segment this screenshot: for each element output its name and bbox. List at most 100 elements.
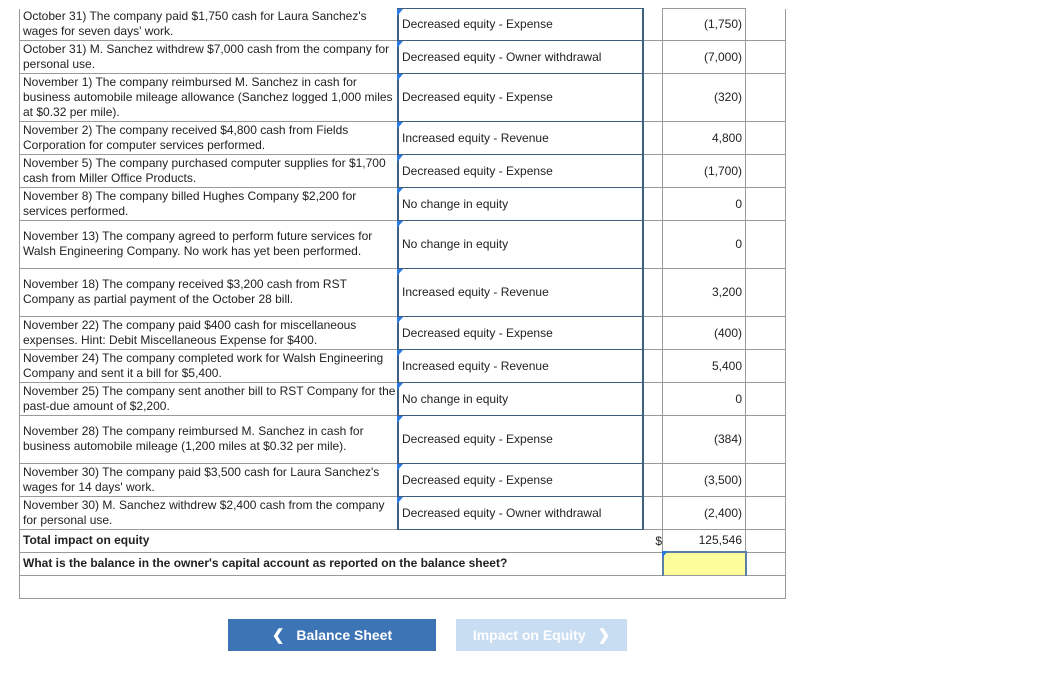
total-tail (745, 529, 786, 553)
row-tail (745, 220, 786, 269)
transaction-description: November 22) The company paid $400 cash … (19, 316, 398, 350)
total-blank (398, 529, 643, 553)
currency-cell (643, 268, 663, 317)
currency-cell (643, 220, 663, 269)
transaction-description: November 25) The company sent another bi… (19, 382, 398, 416)
amount-input[interactable]: (384) (662, 414, 746, 464)
equity-classification-select[interactable]: No change in equity (397, 219, 644, 269)
transaction-description: November 18) The company received $3,200… (19, 268, 398, 317)
row-tail (745, 268, 786, 317)
currency-cell (643, 121, 663, 155)
equity-classification-select[interactable]: Decreased equity - Owner withdrawal (397, 39, 644, 74)
currency-cell (643, 8, 663, 41)
chevron-right-icon: ❯ (597, 627, 611, 644)
currency-cell (643, 463, 663, 497)
impact-on-equity-label: Impact on Equity (472, 627, 586, 643)
currency-cell (643, 382, 663, 416)
table-row: November 28) The company reimbursed M. S… (19, 414, 786, 464)
total-row: Total impact on equity $ 125,546 (19, 528, 786, 553)
equity-classification-select[interactable]: Decreased equity - Expense (397, 462, 644, 497)
transaction-description: November 5) The company purchased comput… (19, 154, 398, 188)
equity-classification-select[interactable]: Increased equity - Revenue (397, 120, 644, 155)
table-row: November 5) The company purchased comput… (19, 153, 786, 188)
equity-classification-select[interactable]: No change in equity (397, 381, 644, 416)
currency-cell (643, 187, 663, 221)
row-tail (745, 187, 786, 221)
equity-classification-select[interactable]: Increased equity - Revenue (397, 267, 644, 317)
transaction-description: November 28) The company reimbursed M. S… (19, 415, 398, 464)
transaction-description: November 13) The company agreed to perfo… (19, 220, 398, 269)
equity-classification-select[interactable]: Decreased equity - Expense (397, 153, 644, 188)
balance-sheet-button[interactable]: ❮ Balance Sheet (228, 619, 436, 651)
amount-input[interactable]: 5,400 (662, 348, 746, 383)
table-row: October 31) The company paid $1,750 cash… (19, 8, 786, 41)
blank-cell (19, 574, 746, 599)
equity-classification-select[interactable]: No change in equity (397, 186, 644, 221)
total-label: Total impact on equity (19, 529, 398, 553)
amount-input[interactable]: (1,700) (662, 153, 746, 188)
currency-cell (643, 154, 663, 188)
equity-impact-table: October 31) The company paid $1,750 cash… (19, 8, 786, 599)
currency-cell (643, 349, 663, 383)
equity-classification-select[interactable]: Decreased equity - Expense (397, 315, 644, 350)
equity-classification-select[interactable]: Decreased equity - Expense (397, 8, 644, 41)
table-row: November 25) The company sent another bi… (19, 381, 786, 416)
currency-cell (643, 40, 663, 74)
row-tail (745, 349, 786, 383)
table-row: November 24) The company completed work … (19, 348, 786, 383)
transaction-description: October 31) M. Sanchez withdrew $7,000 c… (19, 40, 398, 74)
transaction-description: November 8) The company billed Hughes Co… (19, 187, 398, 221)
table-row: November 22) The company paid $400 cash … (19, 315, 786, 350)
table-row: November 18) The company received $3,200… (19, 267, 786, 317)
amount-input[interactable]: (7,000) (662, 39, 746, 74)
table-row: October 31) M. Sanchez withdrew $7,000 c… (19, 39, 786, 74)
row-tail (745, 8, 786, 41)
question-label: What is the balance in the owner's capit… (19, 552, 663, 575)
table-row: November 30) M. Sanchez withdrew $2,400 … (19, 495, 786, 530)
amount-input[interactable]: (400) (662, 315, 746, 350)
row-tail (745, 40, 786, 74)
row-tail (745, 316, 786, 350)
row-tail (745, 415, 786, 464)
amount-input[interactable]: 4,800 (662, 120, 746, 155)
table-row: November 13) The company agreed to perfo… (19, 219, 786, 269)
row-tail (745, 496, 786, 530)
balance-sheet-label: Balance Sheet (296, 627, 393, 643)
total-currency: $ (643, 529, 663, 553)
equity-classification-select[interactable]: Decreased equity - Expense (397, 72, 644, 122)
transaction-description: October 31) The company paid $1,750 cash… (19, 8, 398, 41)
amount-input[interactable]: (3,500) (662, 462, 746, 497)
currency-cell (643, 496, 663, 530)
equity-classification-select[interactable]: Decreased equity - Owner withdrawal (397, 495, 644, 530)
transaction-rows: October 31) The company paid $1,750 cash… (19, 8, 786, 530)
amount-input[interactable]: 0 (662, 381, 746, 416)
currency-cell (643, 316, 663, 350)
question-row: What is the balance in the owner's capit… (19, 551, 786, 575)
amount-input[interactable]: 3,200 (662, 267, 746, 317)
impact-on-equity-button[interactable]: Impact on Equity ❯ (456, 619, 627, 651)
amount-input[interactable]: (1,750) (662, 8, 746, 41)
table-row: November 8) The company billed Hughes Co… (19, 186, 786, 221)
transaction-description: November 2) The company received $4,800 … (19, 121, 398, 155)
row-tail (745, 121, 786, 155)
equity-classification-select[interactable]: Increased equity - Revenue (397, 348, 644, 383)
transaction-description: November 24) The company completed work … (19, 349, 398, 383)
question-tail (745, 552, 786, 575)
row-tail (745, 73, 786, 122)
row-tail (745, 382, 786, 416)
currency-cell (643, 73, 663, 122)
capital-balance-input[interactable] (661, 551, 747, 575)
transaction-description: November 30) M. Sanchez withdrew $2,400 … (19, 496, 398, 530)
amount-input[interactable]: (2,400) (662, 495, 746, 530)
equity-classification-select[interactable]: Decreased equity - Expense (397, 414, 644, 464)
blank-tail (745, 574, 786, 599)
total-amount[interactable]: 125,546 (662, 528, 746, 553)
transaction-description: November 1) The company reimbursed M. Sa… (19, 73, 398, 122)
chevron-left-icon: ❮ (271, 627, 285, 644)
amount-input[interactable]: (320) (662, 72, 746, 122)
currency-cell (643, 415, 663, 464)
amount-input[interactable]: 0 (662, 219, 746, 269)
amount-input[interactable]: 0 (662, 186, 746, 221)
table-row: November 30) The company paid $3,500 cas… (19, 462, 786, 497)
table-row: November 2) The company received $4,800 … (19, 120, 786, 155)
